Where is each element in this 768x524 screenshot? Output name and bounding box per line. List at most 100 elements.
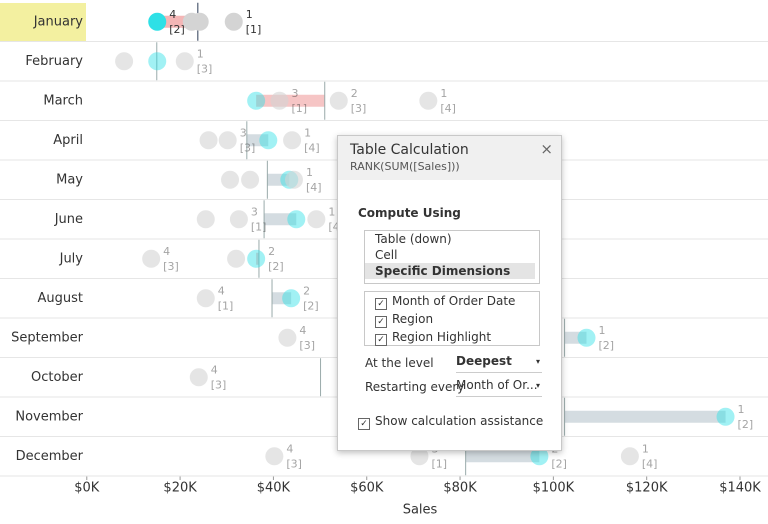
region-dot bbox=[283, 131, 301, 149]
region-rank-label: [2] bbox=[551, 457, 567, 470]
highlight-dot bbox=[717, 408, 735, 426]
rank-label: 1 bbox=[328, 205, 335, 218]
region-dot bbox=[190, 368, 208, 386]
x-tick-label: $120K bbox=[626, 481, 668, 496]
month-label: June bbox=[54, 212, 83, 227]
region-dot bbox=[227, 250, 245, 268]
region-rank-label: [3] bbox=[286, 457, 302, 470]
compute-heading: Compute Using bbox=[358, 206, 461, 220]
month-label: May bbox=[56, 172, 83, 187]
rank-label: 1 bbox=[304, 126, 311, 139]
restart-label: Restarting every bbox=[365, 380, 464, 394]
region-rank-label: [3] bbox=[197, 62, 213, 75]
rank-label: 2 bbox=[268, 245, 275, 258]
option[interactable]: Table (down) bbox=[365, 231, 539, 247]
region-dot bbox=[621, 447, 639, 465]
rank-label: 1 bbox=[642, 442, 649, 455]
region-dot bbox=[419, 92, 437, 110]
region-dot bbox=[176, 52, 194, 70]
dimension: Region bbox=[392, 312, 433, 326]
compute-list: Table (down) Cell Specific Dimensions bbox=[364, 230, 540, 284]
level-value: Deepest bbox=[456, 354, 512, 368]
rank-label: 3 bbox=[251, 205, 258, 218]
rank-label: 3 bbox=[291, 87, 298, 100]
region-rank-label: [1] bbox=[218, 299, 234, 312]
x-tick-label: $80K bbox=[443, 481, 477, 496]
difference-bar bbox=[565, 411, 726, 423]
rank-label: 1 bbox=[598, 324, 605, 337]
region-rank-label: [3] bbox=[351, 102, 367, 115]
rank-label: 2 bbox=[303, 284, 310, 297]
rank-label: 4 bbox=[299, 324, 306, 337]
region-dot bbox=[200, 131, 218, 149]
rank-label: 4 bbox=[286, 442, 293, 455]
difference-bar bbox=[466, 450, 540, 462]
region-dot bbox=[270, 92, 288, 110]
highlight-dot bbox=[148, 52, 166, 70]
region-rank-label: [4] bbox=[642, 457, 658, 470]
region-rank-label: [2] bbox=[169, 23, 185, 36]
region-rank-label: [3] bbox=[163, 260, 179, 273]
region-dot bbox=[230, 210, 248, 228]
dimension-list: ✓Month of Order Date ✓Region ✓Region Hig… bbox=[364, 291, 540, 346]
month-label: August bbox=[38, 291, 84, 306]
dialog-formula: RANK(SUM([Sales])) bbox=[350, 160, 460, 173]
option-selected[interactable]: Specific Dimensions bbox=[365, 263, 535, 279]
dimension-row[interactable]: ✓Region Highlight bbox=[365, 329, 539, 347]
level-dropdown[interactable]: Deepest▾ bbox=[456, 354, 542, 373]
region-dot bbox=[285, 171, 303, 189]
region-dot bbox=[241, 171, 259, 189]
region-dot bbox=[278, 329, 296, 347]
x-axis-title: Sales bbox=[403, 503, 438, 518]
x-tick-label: $60K bbox=[350, 481, 384, 496]
highlight-dot bbox=[577, 329, 595, 347]
dimension-row[interactable]: ✓Month of Order Date bbox=[365, 293, 539, 311]
dialog-title: Table Calculation bbox=[350, 142, 469, 158]
rank-label: 4 bbox=[211, 363, 218, 376]
x-tick-label: $100K bbox=[533, 481, 575, 496]
region-dot bbox=[307, 210, 325, 228]
region-rank-label: [2] bbox=[268, 260, 284, 273]
region-rank-label: [2] bbox=[303, 299, 319, 312]
region-rank-label: [3] bbox=[299, 339, 315, 352]
rank-label: 3 bbox=[240, 126, 247, 139]
region-rank-label: [1] bbox=[246, 23, 262, 36]
highlight-dot bbox=[259, 131, 277, 149]
region-dot bbox=[219, 131, 237, 149]
assistance-row[interactable]: ✓Show calculation assistance bbox=[358, 414, 543, 430]
region-dot bbox=[225, 13, 243, 31]
rank-label: 1 bbox=[306, 166, 313, 179]
rank-label: 4 bbox=[163, 245, 170, 258]
dimension: Region Highlight bbox=[392, 330, 491, 344]
restart-value: Month of Or... bbox=[456, 378, 538, 392]
month-label: January bbox=[33, 14, 84, 29]
option[interactable]: Cell bbox=[365, 247, 539, 263]
region-rank-label: [3] bbox=[211, 378, 227, 391]
rank-label: 2 bbox=[351, 87, 358, 100]
difference-bar bbox=[256, 95, 325, 107]
close-button[interactable]: × bbox=[540, 140, 553, 158]
region-rank-label: [2] bbox=[598, 339, 614, 352]
month-label: November bbox=[15, 409, 83, 424]
month-label: October bbox=[31, 370, 84, 385]
month-label: September bbox=[11, 330, 84, 345]
month-label: March bbox=[43, 93, 83, 108]
rank-label: 1 bbox=[738, 403, 745, 416]
level-label: At the level bbox=[365, 356, 434, 370]
dimension-row[interactable]: ✓Region bbox=[365, 311, 539, 329]
table-calculation-dialog: Table Calculation RANK(SUM([Sales])) × C… bbox=[337, 135, 562, 451]
rank-label: 4 bbox=[169, 8, 176, 21]
rank-label: 4 bbox=[218, 284, 225, 297]
assistance-label: Show calculation assistance bbox=[375, 414, 543, 428]
month-label: December bbox=[16, 449, 84, 464]
region-rank-label: [4] bbox=[306, 181, 322, 194]
region-dot bbox=[197, 289, 215, 307]
month-label: February bbox=[25, 54, 83, 69]
region-rank-label: [1] bbox=[251, 220, 267, 233]
rank-label: 1 bbox=[246, 8, 253, 21]
x-tick-label: $0K bbox=[74, 481, 100, 496]
restart-dropdown[interactable]: Month of Or...▾ bbox=[456, 378, 542, 397]
x-tick-label: $40K bbox=[257, 481, 291, 496]
rank-label: 1 bbox=[440, 87, 447, 100]
